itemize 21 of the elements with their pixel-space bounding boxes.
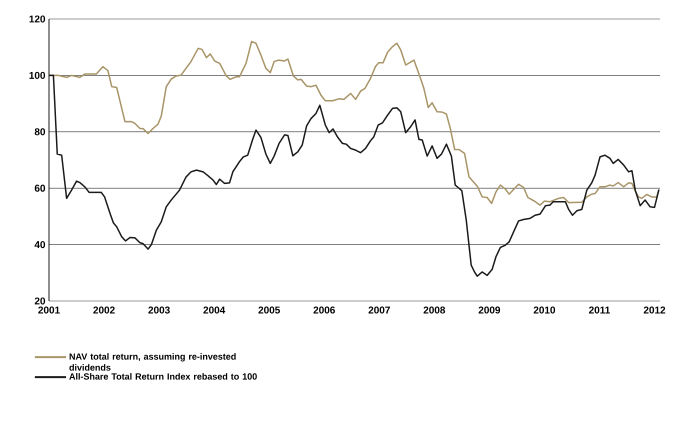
x-tick-label: 2010	[534, 306, 556, 314]
x-tick-label: 2009	[478, 306, 500, 314]
x-tick-label: 2007	[368, 306, 390, 314]
x-tick-label: 2003	[148, 306, 170, 314]
y-tick-label: 60	[34, 184, 46, 192]
y-tick-label: 100	[29, 72, 46, 79]
x-tick-label: 2005	[258, 306, 280, 314]
x-tick-label: 2002	[93, 306, 115, 314]
y-tick-label: 80	[34, 128, 46, 136]
y-tick-label: 20	[34, 297, 46, 305]
y-tick-label: 120	[29, 15, 46, 23]
y-tick-label: 40	[34, 241, 46, 248]
x-tick-label: 2012	[644, 306, 666, 314]
x-tick-label: 2001	[38, 306, 60, 314]
legend-label: NAV total return, assuming re-invested dividends	[69, 353, 236, 371]
x-tick-label: 2008	[424, 306, 446, 314]
line-series	[49, 74, 660, 277]
x-tick-label: 2011	[588, 306, 610, 314]
legend-label: All-Share Total Return Index rebased to 100	[69, 373, 257, 380]
x-tick-label: 2004	[203, 306, 226, 314]
x-tick-label: 2006	[313, 306, 335, 314]
